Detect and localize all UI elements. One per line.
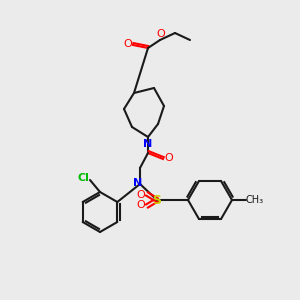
Text: O: O xyxy=(136,200,146,210)
Text: O: O xyxy=(136,190,146,200)
Text: Cl: Cl xyxy=(77,173,89,183)
Text: N: N xyxy=(143,139,153,149)
Text: N: N xyxy=(134,178,142,188)
Text: CH₃: CH₃ xyxy=(246,195,264,205)
Text: S: S xyxy=(152,194,161,206)
Text: O: O xyxy=(165,153,173,163)
Text: O: O xyxy=(157,29,165,39)
Text: O: O xyxy=(124,39,132,49)
